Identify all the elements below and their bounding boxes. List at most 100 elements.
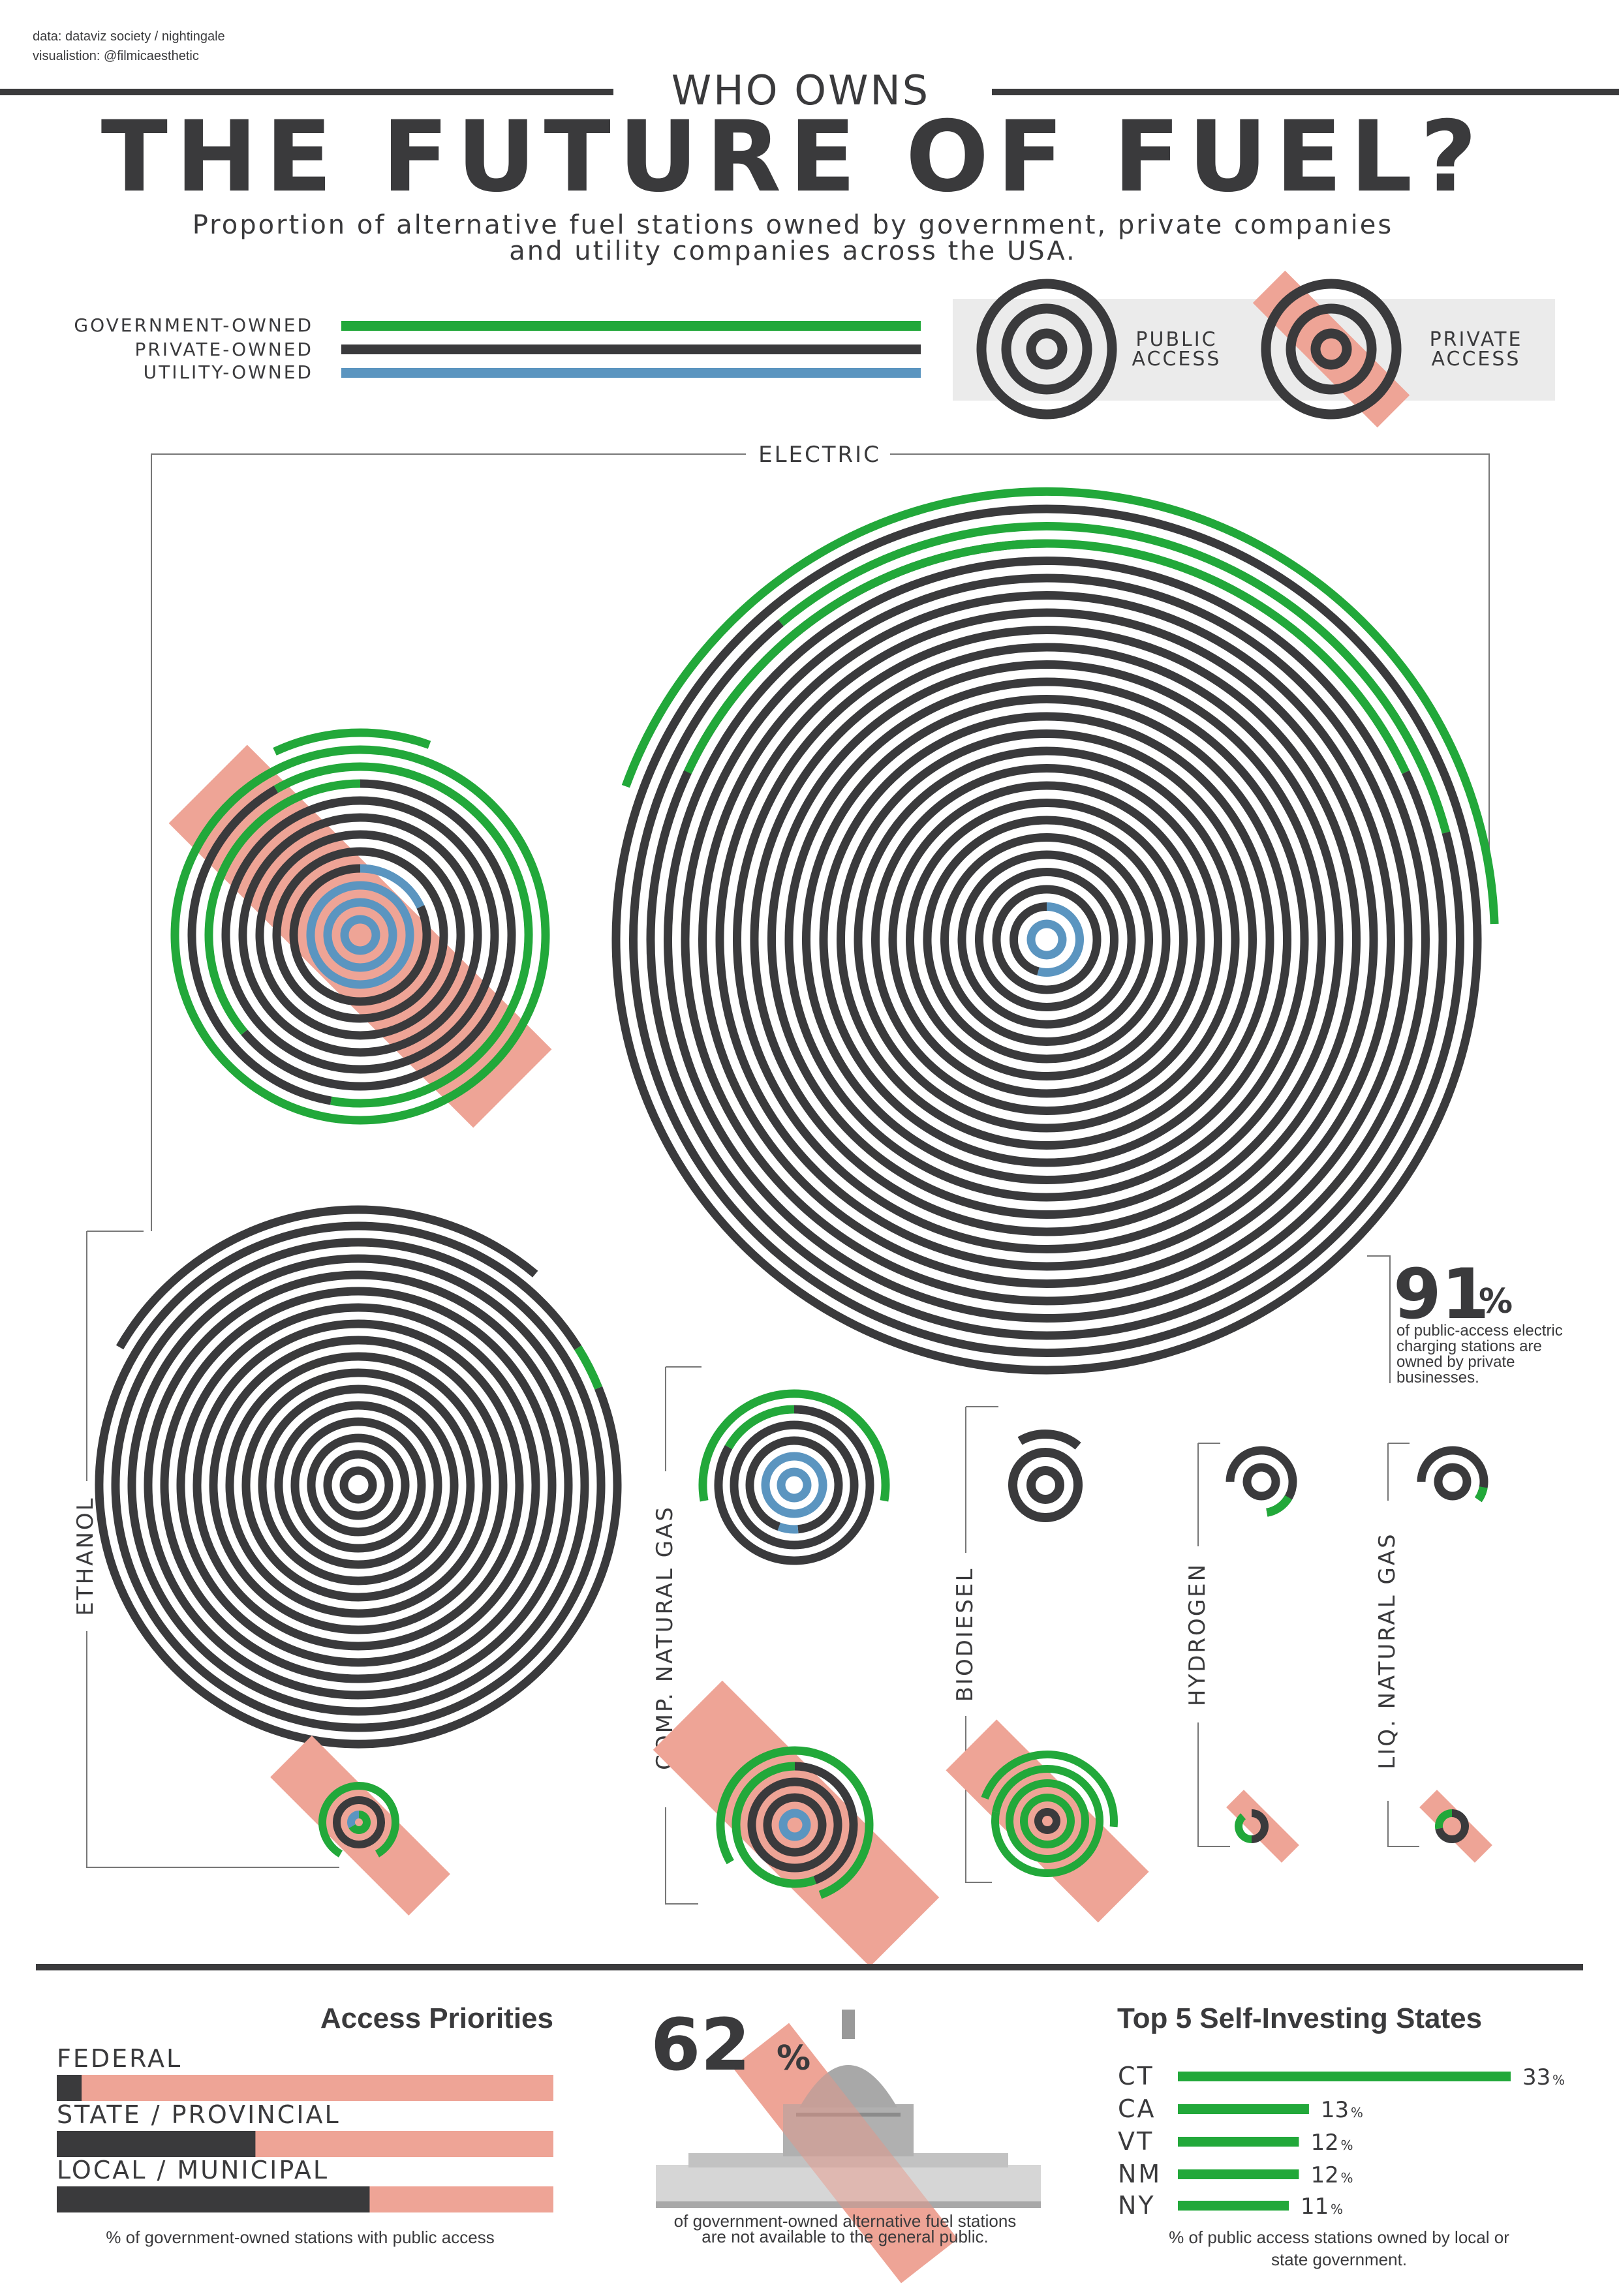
ethanol-private-ring-3 — [318, 1782, 399, 1858]
access-priorities: Access Priorities FEDERAL STATE / PROVINC… — [57, 2002, 553, 2247]
state-value-unit-5: % — [1331, 2201, 1343, 2217]
ethanol-public-ring-16-2 — [95, 1221, 622, 1749]
hydrogen-bracket-bottom — [1197, 1722, 1230, 1847]
ethanol-public-ring-5 — [274, 1401, 442, 1569]
electric-private-ring-6 — [255, 830, 465, 1040]
state-label-3: VT — [1118, 2127, 1154, 2156]
legend-government-label: GOVERNMENT-OWNED — [74, 314, 313, 336]
electric-private-ring-10-1 — [187, 785, 332, 1105]
legend-utility-swatch — [341, 368, 921, 378]
ring-charts — [95, 487, 1499, 1967]
ethanol-private-band — [270, 1736, 450, 1916]
electric-public-ring-14 — [802, 695, 1291, 1184]
state-bar-3 — [1178, 2137, 1299, 2147]
not-public-caption-1: of government-owned alternative fuel sta… — [674, 2211, 1017, 2231]
ethanol-public-ring-12 — [160, 1287, 557, 1683]
electric-public-ring-19 — [715, 608, 1378, 1271]
cng-public-ring-1 — [777, 1467, 812, 1503]
lng-private-ring-1-1 — [1435, 1809, 1453, 1829]
lng-public — [1417, 1446, 1488, 1503]
cng-public-ring-3-2 — [745, 1436, 795, 1531]
legend-utility-label: UTILITY-OWNED — [144, 361, 313, 383]
ethanol-public-ring-16 — [358, 1221, 582, 1351]
electric-public-ring-24 — [778, 522, 1451, 834]
electric-public-ring-15 — [784, 677, 1309, 1202]
lng-public-ring-1 — [1434, 1463, 1472, 1501]
electric-public-ring-26 — [621, 487, 1499, 925]
state-label-4: NM — [1118, 2160, 1162, 2188]
electric-private-ring-5 — [272, 847, 448, 1023]
title-kicker: WHO OWNS — [671, 67, 930, 114]
legend-access-panel — [953, 299, 1555, 401]
electric-public-ring-6 — [940, 833, 1153, 1046]
ethanol-private — [318, 1782, 399, 1858]
top-states-caption-1: % of public access stations owned by loc… — [1169, 2227, 1509, 2247]
biodiesel-private-ring-4 — [991, 1765, 1103, 1877]
legend-private-label: PRIVATE-OWNED — [134, 339, 313, 360]
electric-public-ring-1 — [1026, 919, 1067, 960]
ethanol-public-ring-3 — [307, 1433, 410, 1537]
state-value-unit-3: % — [1340, 2137, 1353, 2153]
hydrogen-public-ring-2-1 — [1265, 1495, 1293, 1517]
hydrogen-private — [1235, 1809, 1269, 1843]
credit-visualisation: visualistion: @filmicaesthetic — [33, 49, 199, 63]
top-states-caption-2: state government. — [1271, 2250, 1407, 2269]
electric-public-ring-2 — [1037, 902, 1084, 977]
cng-bracket-bottom — [665, 1807, 698, 1905]
electric-private-ring-4-1 — [289, 864, 431, 1006]
legend-public-access-line1: PUBLIC — [1135, 328, 1217, 351]
legend-government-swatch — [341, 321, 921, 331]
capitol-illustration — [656, 2010, 1041, 2208]
ethanol-bracket-bottom — [86, 1631, 339, 1868]
ethanol-public-ring-15 — [111, 1238, 606, 1732]
lng-bracket-bottom — [1387, 1801, 1419, 1847]
title-rule-right — [992, 89, 1619, 95]
legend-private-icon — [1261, 279, 1402, 420]
electric-public — [611, 487, 1499, 1375]
cng-private-ring-3 — [747, 1777, 842, 1873]
ethanol-public-ring-6 — [258, 1385, 459, 1585]
legend-private-icon-ring-1 — [1310, 328, 1352, 370]
electric-private-ring-12 — [273, 728, 431, 756]
access-bar-fill-2 — [57, 2131, 256, 2157]
cng-public-ring-4 — [730, 1420, 859, 1550]
legend-public-access-line2: ACCESS — [1132, 348, 1222, 371]
electric-callout-bracket — [1367, 1255, 1391, 1383]
state-label-5: NY — [1118, 2191, 1156, 2220]
subtitle-line1: Proportion of alternative fuel stations … — [193, 210, 1393, 240]
top-states: Top 5 Self-Investing States CT 33 % CA 13 % VT… — [1117, 2002, 1565, 2269]
electric-callout-text-3: owned by private — [1396, 1353, 1515, 1371]
electric-bracket-left — [151, 453, 746, 1231]
electric-public-ring-22 — [664, 557, 1430, 1323]
cng-private-ring-1 — [779, 1809, 811, 1841]
electric-bracket-right — [890, 453, 1490, 855]
legend-public-icon-ring-1 — [1026, 328, 1068, 370]
biodiesel-private-ring-1 — [1034, 1808, 1060, 1834]
electric-public-ring-24-1 — [807, 831, 1464, 1357]
electric-public-ring-4 — [975, 868, 1118, 1011]
state-value-unit-4: % — [1340, 2170, 1353, 2186]
electric-public-ring-24-2 — [629, 619, 812, 1282]
state-value-2: 13 — [1321, 2097, 1349, 2123]
biodiesel-public-ring-3 — [1017, 1430, 1081, 1450]
cng-private-ring-4-1 — [732, 1762, 816, 1888]
biodiesel-public-ring-1 — [1026, 1466, 1064, 1504]
subtitle-line2: and utility companies across the USA. — [509, 236, 1076, 266]
ethanol-private-ring-1 — [348, 1811, 371, 1834]
hydrogen-public — [1226, 1446, 1297, 1517]
electric-public-ring-21 — [681, 574, 1413, 1306]
lng-private-band — [1419, 1790, 1492, 1863]
cng-public — [698, 1389, 890, 1565]
fuel-label-cng: COMP. NATURAL GAS — [652, 1505, 678, 1770]
access-bar-label-1: FEDERAL — [57, 2044, 182, 2073]
cng-private-ring-2 — [763, 1793, 827, 1857]
electric-callout-unit: % — [1479, 1282, 1513, 1321]
electric-public-ring-11 — [854, 746, 1240, 1133]
access-priorities-title: Access Priorities — [320, 2002, 553, 2034]
biodiesel-private-ring-2 — [1020, 1794, 1075, 1848]
cng-private — [716, 1746, 874, 1899]
bottom-divider — [36, 1964, 1583, 1970]
state-value-unit-1: % — [1552, 2072, 1565, 2088]
ethanol-public-ring-8 — [225, 1352, 491, 1618]
cng-private-ring-5 — [716, 1746, 874, 1899]
